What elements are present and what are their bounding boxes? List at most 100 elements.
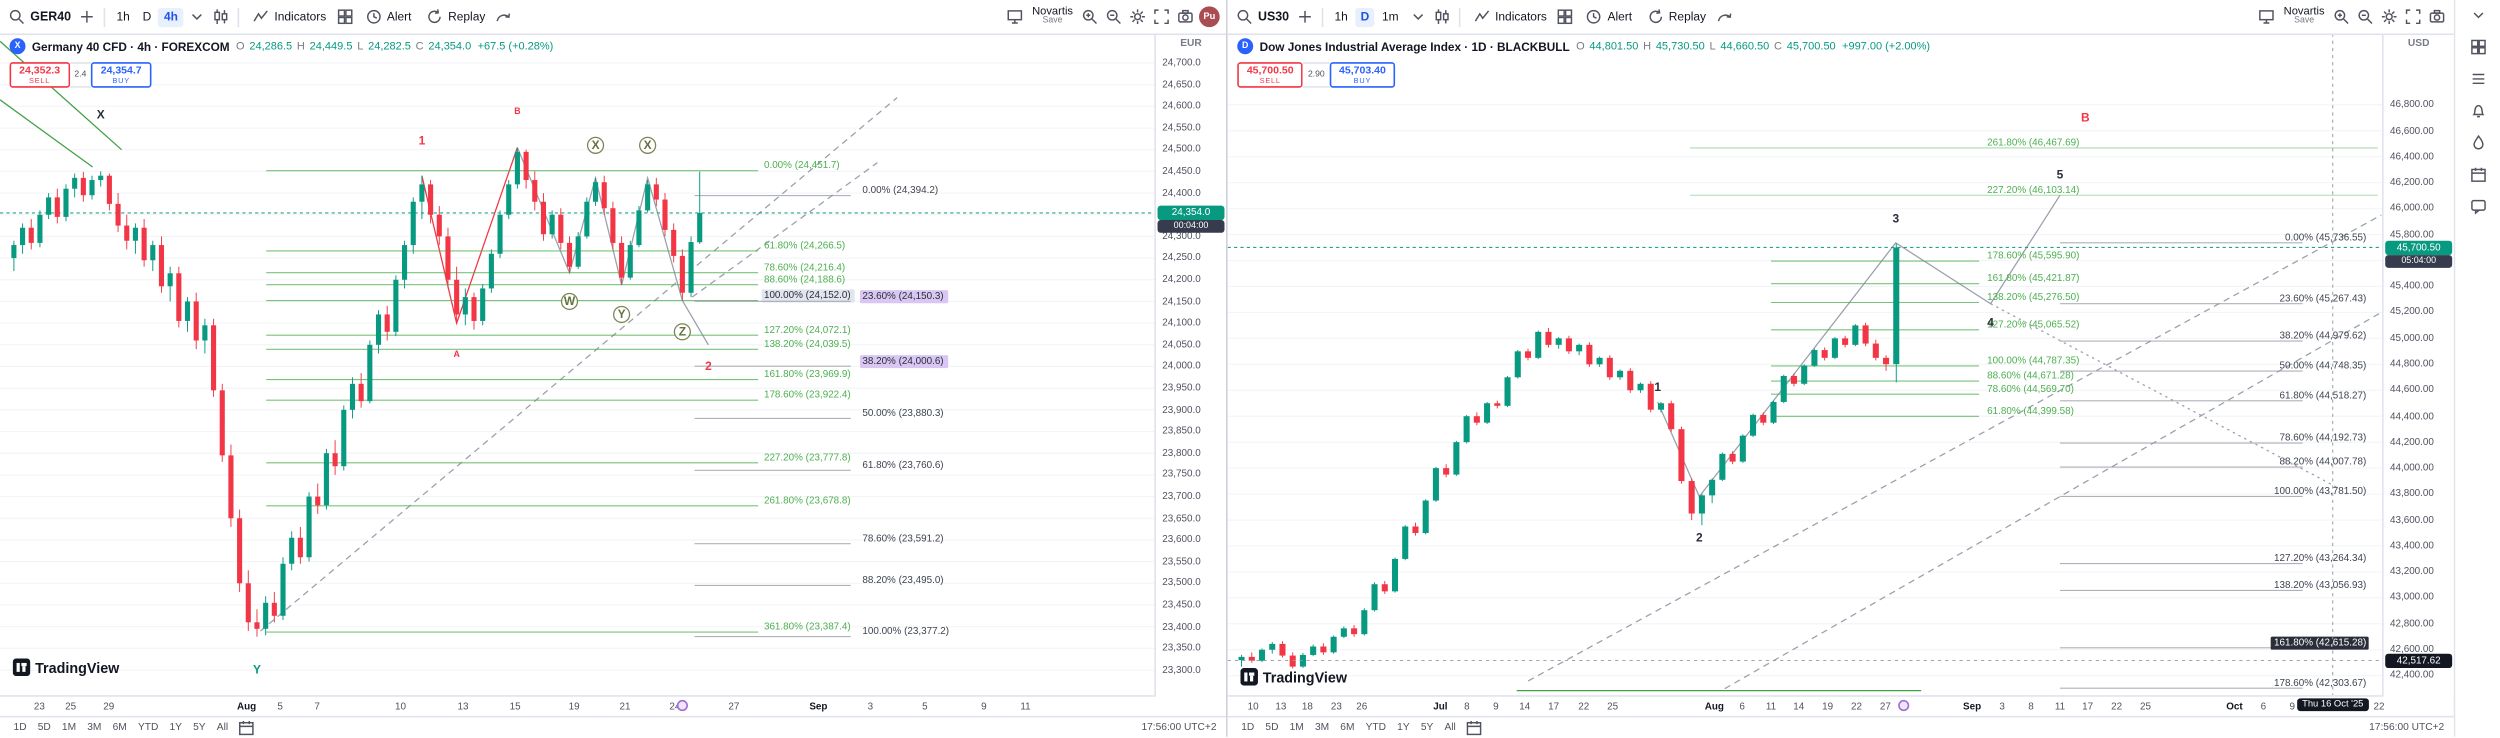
range-5Y[interactable]: 5Y <box>1420 721 1434 733</box>
range-3M[interactable]: 3M <box>1314 721 1330 733</box>
search-icon[interactable] <box>6 6 27 27</box>
range-YTD[interactable]: YTD <box>137 721 159 733</box>
fullscreen-icon[interactable] <box>1151 6 1172 27</box>
timeframe-D[interactable]: D <box>1355 7 1375 27</box>
time-axis-label: 6 <box>2260 700 2267 712</box>
compare-plus-icon[interactable] <box>1294 6 1315 27</box>
symbol-title[interactable]: Germany 40 CFD · 4h · FOREXCOM <box>31 39 230 54</box>
chart-style-candles-icon[interactable] <box>211 6 232 27</box>
range-1Y[interactable]: 1Y <box>1397 721 1410 733</box>
chart-style-candles-icon[interactable] <box>1431 6 1452 27</box>
snapshot-camera-icon[interactable] <box>2427 6 2448 27</box>
hotlist-icon[interactable] <box>2469 134 2487 152</box>
replay-button[interactable]: Replay <box>419 5 490 29</box>
range-5D[interactable]: 5D <box>1265 721 1279 733</box>
range-6M[interactable]: 6M <box>1340 721 1355 733</box>
range-6M[interactable]: 6M <box>112 721 127 733</box>
range-1D[interactable]: 1D <box>1241 721 1255 733</box>
range-All[interactable]: All <box>216 721 229 733</box>
ohlc-values: O 24,286.5 H 24,449.5 L 24,282.5 C 24,354.0 <box>236 41 471 52</box>
calendar-icon[interactable] <box>2469 166 2487 184</box>
indicators-button[interactable]: Indicators <box>1466 5 1551 29</box>
redo-arrow-icon[interactable] <box>493 6 514 27</box>
buy-button[interactable]: 45,703.40 BUY <box>1329 62 1396 89</box>
sell-button[interactable]: 45,700.50 SELL <box>1237 62 1304 89</box>
multichart-layout-icon[interactable] <box>1005 6 1026 27</box>
symbol-title[interactable]: Dow Jones Industrial Average Index · 1D … <box>1259 39 1570 54</box>
time-axis[interactable]: 23 25 29 Aug 5 7 10 13 15 19 21 24 27 Sep 3 5 9 11 <box>0 695 1156 718</box>
sell-label: SELL <box>29 76 51 85</box>
compare-plus-icon[interactable] <box>76 6 97 27</box>
range-1M[interactable]: 1M <box>61 721 77 733</box>
range-All[interactable]: All <box>1444 721 1456 733</box>
chart-area-left: 0.00% (24,451.7) 61.80% (24,266.5) 78.60% … <box>0 33 1227 696</box>
clock-label[interactable]: 17:56:00 UTC+2 <box>1141 721 1217 733</box>
calendar-icon[interactable] <box>235 717 256 738</box>
alert-button[interactable]: Alert <box>358 5 416 29</box>
fib-level-label: 361.80% (23,387.4) <box>764 622 851 633</box>
sell-button[interactable]: 24,352.3 SELL <box>9 62 70 89</box>
last-price-badge: 45,700.50 <box>2385 240 2453 255</box>
settings-gear-icon[interactable] <box>1127 6 1148 27</box>
range-1D[interactable]: 1D <box>13 721 27 733</box>
fib-level-label: 161.80% (45,421.87) <box>1987 273 2079 284</box>
price-scale[interactable]: USD 46,800.00 46,600.00 46,400.00 46,200.00… <box>2382 33 2454 696</box>
symbol-search-button[interactable]: GER40 <box>30 9 72 24</box>
zoom-in-icon[interactable] <box>2331 6 2352 27</box>
symbol-search-button[interactable]: US30 <box>1257 9 1290 24</box>
range-3M[interactable]: 3M <box>87 721 102 733</box>
price-tick: 23,550.0 <box>1162 556 1201 568</box>
price-tick: 23,650.0 <box>1162 512 1201 524</box>
replay-label: Replay <box>1668 9 1707 24</box>
zoom-out-icon[interactable] <box>1103 6 1124 27</box>
snapshot-camera-icon[interactable] <box>1175 6 1196 27</box>
search-icon[interactable] <box>1234 6 1255 27</box>
buy-button[interactable]: 24,354.7 BUY <box>91 62 152 89</box>
multichart-layout-icon[interactable] <box>2257 6 2278 27</box>
zoom-in-icon[interactable] <box>1079 6 1100 27</box>
range-YTD[interactable]: YTD <box>1365 721 1387 733</box>
timeframe-1h[interactable]: 1h <box>1334 9 1348 24</box>
fib-level-label: 50.00% (23,880.3) <box>862 408 943 419</box>
fullscreen-icon[interactable] <box>2403 6 2424 27</box>
replay-button[interactable]: Replay <box>1640 5 1711 29</box>
candlestick-chart-ger40[interactable]: 0.00% (24,451.7) 61.80% (24,266.5) 78.60% … <box>0 33 1158 695</box>
date-range-buttons: 1D 5D 1M 3M 6M YTD 1Y 5Y All <box>10 722 233 733</box>
alert-button[interactable]: Alert <box>1579 5 1637 29</box>
price-tick: 24,700.0 <box>1162 57 1201 69</box>
chevron-down-icon[interactable] <box>1407 6 1428 27</box>
clock-label[interactable]: 17:56:00 UTC+2 <box>2369 721 2445 733</box>
grid-layout-icon[interactable] <box>2469 38 2487 56</box>
range-1M[interactable]: 1M <box>1289 721 1304 733</box>
layout-save-widget[interactable]: Novartis Save <box>2284 6 2325 27</box>
range-1Y[interactable]: 1Y <box>169 721 182 733</box>
timeframe-D[interactable]: D <box>142 9 152 24</box>
indicators-button[interactable]: Indicators <box>246 5 331 29</box>
change-value: +997.00 (+2.00%) <box>1842 40 1931 52</box>
event-marker-icon[interactable] <box>676 699 688 712</box>
timeframe-1m[interactable]: 1m <box>1381 9 1399 24</box>
calendar-icon[interactable] <box>1463 717 1484 738</box>
price-scale[interactable]: EUR 24,700.0 24,650.0 24,600.0 24,550.0 24,5… <box>1154 33 1227 696</box>
timeframe-4h[interactable]: 4h <box>158 7 184 27</box>
layout-save-widget[interactable]: Novartis Save <box>1032 6 1073 27</box>
settings-gear-icon[interactable] <box>2379 6 2400 27</box>
zoom-out-icon[interactable] <box>2355 6 2376 27</box>
user-avatar[interactable]: Pu <box>1198 6 1220 28</box>
candlestick-chart-us30[interactable]: 261.80% (46,467.69)227.20% (46,103.14)17… <box>1227 33 2384 696</box>
timeframe-1h[interactable]: 1h <box>116 9 130 24</box>
indicator-templates-grid-icon[interactable] <box>334 6 355 27</box>
chevron-down-icon[interactable] <box>187 6 208 27</box>
alert-bell-icon[interactable] <box>2469 102 2487 120</box>
buy-sell-widget: 24,352.3 SELL 2.4 24,354.7 BUY <box>9 62 152 89</box>
redo-arrow-icon[interactable] <box>1714 6 1735 27</box>
indicator-templates-grid-icon[interactable] <box>1555 6 1576 27</box>
chevron-down-icon[interactable] <box>2469 6 2487 24</box>
time-axis[interactable]: 10 13 18 23 26 Jul 8 9 14 17 22 25 Aug 6 11 14 19 22 27 Sep… <box>1227 695 2384 718</box>
range-5Y[interactable]: 5Y <box>193 721 206 733</box>
chat-icon[interactable] <box>2469 198 2487 216</box>
watchlist-icon[interactable] <box>2469 70 2487 88</box>
range-5D[interactable]: 5D <box>37 721 51 733</box>
event-marker-icon[interactable] <box>1898 699 1910 712</box>
time-axis-label: 10 <box>394 700 406 712</box>
